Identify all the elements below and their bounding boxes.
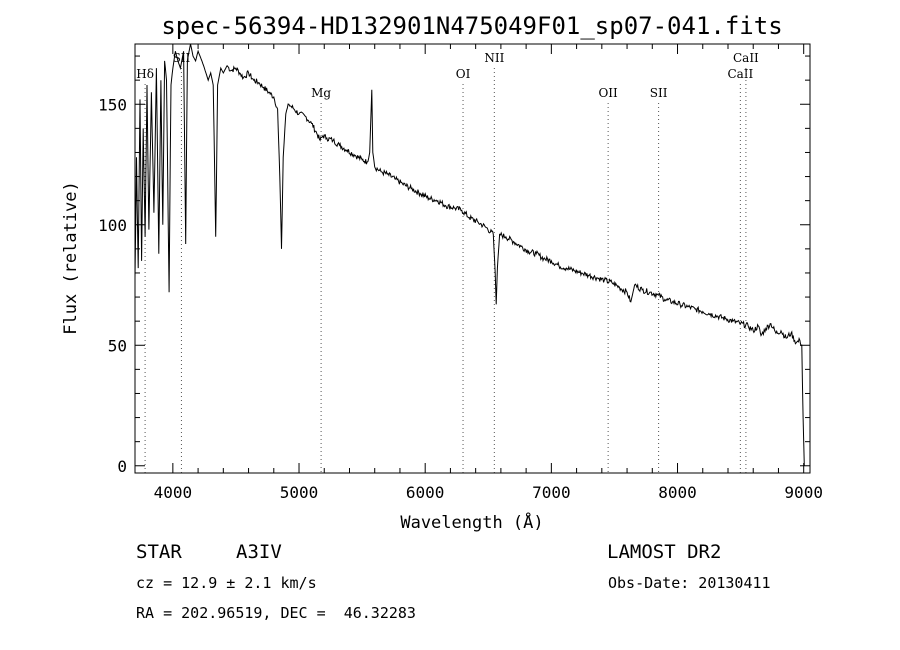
plot-frame [134, 43, 811, 474]
line-marker-label: Hδ [136, 67, 154, 81]
line-marker-label: CaII [727, 67, 753, 81]
y-tick-label: 50 [108, 336, 127, 355]
y-tick-label: 100 [98, 216, 127, 235]
observation-date: Obs-Date: 20130411 [608, 574, 771, 592]
chart-title: spec-56394-HD132901N475049F01_sp07-041.f… [161, 12, 782, 40]
x-tick-label: 9000 [784, 483, 823, 502]
line-marker-label: Mg [311, 86, 331, 100]
x-tick-label: 5000 [280, 483, 319, 502]
line-marker-label: CaII [733, 51, 759, 65]
y-tick-label: 150 [98, 95, 127, 114]
object-subclass: A3IV [236, 541, 282, 563]
line-marker-label: SII [173, 51, 191, 65]
x-tick-label: 4000 [154, 483, 193, 502]
line-marker-label: SII [650, 86, 668, 100]
y-tick-label: 0 [117, 457, 127, 476]
y-axis-label: Flux (relative) [61, 181, 81, 335]
object-class: STAR [136, 541, 182, 563]
y-axis-ticks: 0 50 100 150 [98, 55, 810, 476]
survey-name: LAMOST DR2 [607, 541, 722, 563]
line-annotations: Hδ SII Mg OI NII OII SII CaII CaII [136, 51, 759, 473]
x-tick-label: 6000 [406, 483, 445, 502]
line-marker-label: OII [598, 86, 618, 100]
spectrum-line [134, 43, 805, 466]
line-marker-label: NII [484, 51, 504, 65]
ra-dec: RA = 202.96519, DEC = 46.32283 [136, 604, 416, 622]
x-tick-label: 7000 [532, 483, 571, 502]
x-axis-label: Wavelength (Å) [400, 511, 543, 533]
x-tick-label: 8000 [658, 483, 697, 502]
x-axis-ticks: 4000 5000 6000 7000 8000 9000 [154, 44, 823, 502]
line-marker-label: OI [456, 67, 471, 81]
redshift-cz: cz = 12.9 ± 2.1 km/s [136, 574, 317, 592]
